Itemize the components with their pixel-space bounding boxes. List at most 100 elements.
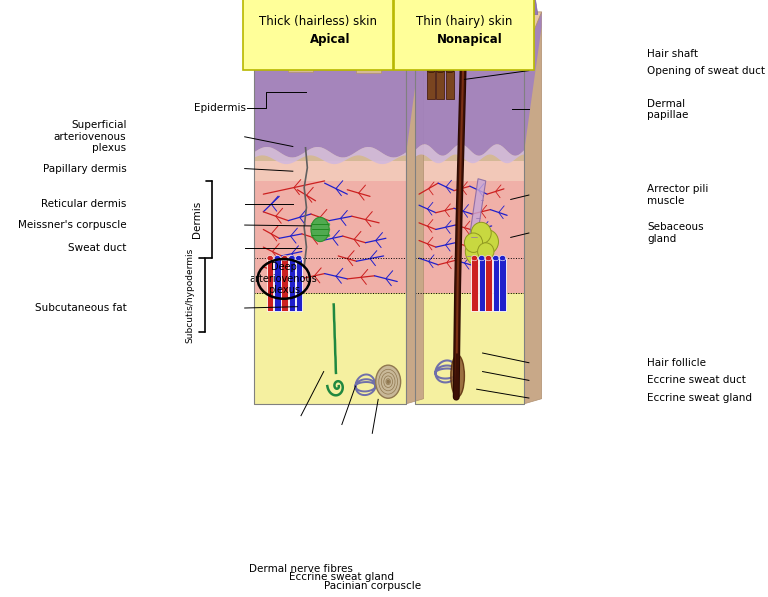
Polygon shape bbox=[498, 27, 506, 54]
Ellipse shape bbox=[472, 256, 478, 261]
Text: Hair follicle: Hair follicle bbox=[647, 358, 706, 368]
Text: Meissner's corpuscle: Meissner's corpuscle bbox=[18, 220, 127, 230]
Text: Hair shaft: Hair shaft bbox=[647, 49, 698, 59]
Ellipse shape bbox=[485, 256, 492, 261]
Ellipse shape bbox=[445, 69, 454, 73]
Ellipse shape bbox=[478, 256, 485, 261]
Text: Reticular dermis: Reticular dermis bbox=[41, 199, 127, 209]
Text: Superficial
arteriovenous
plexus: Superficial arteriovenous plexus bbox=[54, 120, 127, 153]
Bar bbox=[254, 54, 406, 404]
Text: Eccrine sweat gland: Eccrine sweat gland bbox=[647, 393, 752, 403]
Polygon shape bbox=[313, 10, 333, 72]
Polygon shape bbox=[435, 33, 443, 46]
Polygon shape bbox=[477, 28, 485, 54]
Polygon shape bbox=[288, 10, 333, 51]
Bar bbox=[282, 258, 288, 311]
Ellipse shape bbox=[492, 256, 499, 261]
Bar bbox=[415, 294, 525, 404]
Polygon shape bbox=[415, 54, 525, 156]
Polygon shape bbox=[525, 12, 541, 150]
Ellipse shape bbox=[296, 256, 302, 261]
Polygon shape bbox=[433, 33, 442, 54]
Text: Arrector pili
muscle: Arrector pili muscle bbox=[647, 184, 709, 206]
Bar bbox=[289, 258, 295, 311]
Polygon shape bbox=[406, 12, 424, 152]
Text: Subcutaneous fat: Subcutaneous fat bbox=[35, 303, 127, 313]
Text: Dermal
papillae: Dermal papillae bbox=[647, 99, 688, 120]
Text: Thin (hairy) skin: Thin (hairy) skin bbox=[416, 15, 512, 27]
Text: Papillary dermis: Papillary dermis bbox=[43, 164, 127, 174]
Polygon shape bbox=[288, 51, 313, 72]
Bar bbox=[478, 258, 485, 311]
Ellipse shape bbox=[274, 256, 280, 261]
Text: Sweat duct: Sweat duct bbox=[68, 243, 127, 253]
Polygon shape bbox=[508, 4, 517, 21]
Bar bbox=[254, 181, 406, 294]
Polygon shape bbox=[466, 21, 475, 35]
Ellipse shape bbox=[386, 380, 390, 384]
Ellipse shape bbox=[465, 233, 482, 253]
Polygon shape bbox=[325, 8, 369, 50]
Bar bbox=[436, 70, 445, 99]
Bar bbox=[254, 161, 406, 181]
FancyBboxPatch shape bbox=[394, 0, 534, 70]
Polygon shape bbox=[455, 32, 464, 54]
Polygon shape bbox=[467, 30, 475, 54]
Bar bbox=[415, 54, 525, 404]
Ellipse shape bbox=[267, 256, 273, 261]
Bar bbox=[492, 258, 499, 311]
Bar bbox=[267, 258, 273, 311]
Bar bbox=[485, 258, 492, 311]
Bar bbox=[415, 161, 525, 181]
Bar bbox=[415, 181, 525, 294]
Polygon shape bbox=[467, 179, 486, 256]
Bar bbox=[274, 258, 280, 311]
Ellipse shape bbox=[436, 69, 445, 73]
Text: Nonapical: Nonapical bbox=[437, 33, 503, 46]
Ellipse shape bbox=[427, 69, 435, 73]
Bar bbox=[296, 258, 302, 311]
Polygon shape bbox=[406, 12, 424, 404]
Text: Subcutis/hypodermis: Subcutis/hypodermis bbox=[186, 248, 195, 343]
Polygon shape bbox=[356, 11, 400, 53]
Text: Dermal nerve fibres: Dermal nerve fibres bbox=[249, 564, 353, 574]
Text: Epidermis: Epidermis bbox=[194, 103, 246, 113]
Ellipse shape bbox=[289, 256, 295, 261]
Polygon shape bbox=[519, 0, 528, 18]
Ellipse shape bbox=[451, 355, 465, 397]
Polygon shape bbox=[456, 25, 464, 39]
Bar bbox=[427, 70, 435, 99]
Text: Apical: Apical bbox=[310, 33, 350, 46]
Text: Deep
arteriovenous
plexus: Deep arteriovenous plexus bbox=[250, 262, 318, 296]
FancyBboxPatch shape bbox=[243, 0, 392, 70]
Ellipse shape bbox=[476, 230, 498, 254]
Polygon shape bbox=[477, 16, 485, 32]
Polygon shape bbox=[488, 27, 496, 54]
Text: Dermis: Dermis bbox=[193, 201, 203, 238]
Polygon shape bbox=[254, 12, 424, 54]
Bar bbox=[254, 54, 406, 161]
Ellipse shape bbox=[376, 365, 401, 398]
Polygon shape bbox=[530, 0, 538, 14]
Polygon shape bbox=[254, 54, 406, 158]
Bar bbox=[254, 294, 406, 404]
Polygon shape bbox=[415, 144, 525, 163]
Polygon shape bbox=[422, 32, 431, 54]
Ellipse shape bbox=[311, 217, 329, 242]
Polygon shape bbox=[445, 29, 454, 42]
Polygon shape bbox=[356, 53, 382, 73]
Text: Opening of sweat duct: Opening of sweat duct bbox=[647, 66, 765, 76]
Polygon shape bbox=[382, 11, 400, 73]
Polygon shape bbox=[254, 147, 406, 164]
Bar bbox=[499, 258, 506, 311]
Ellipse shape bbox=[478, 243, 494, 260]
Text: Eccrine sweat duct: Eccrine sweat duct bbox=[647, 376, 746, 386]
Polygon shape bbox=[325, 50, 349, 70]
Text: Thick (hairless) skin: Thick (hairless) skin bbox=[259, 15, 377, 27]
Ellipse shape bbox=[465, 237, 492, 266]
Text: Sebaceous
gland: Sebaceous gland bbox=[647, 222, 703, 244]
Ellipse shape bbox=[472, 222, 492, 244]
Polygon shape bbox=[415, 12, 541, 54]
Text: Eccrine sweat gland: Eccrine sweat gland bbox=[290, 573, 394, 582]
Bar bbox=[445, 70, 454, 99]
